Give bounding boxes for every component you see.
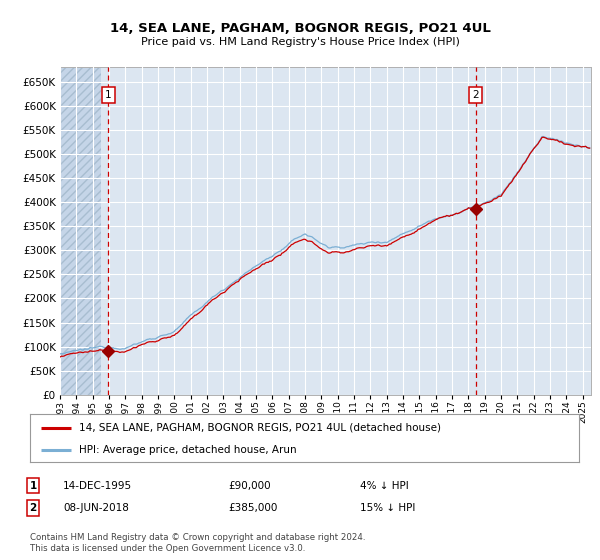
Text: 1: 1 [29, 480, 37, 491]
Text: Contains HM Land Registry data © Crown copyright and database right 2024.
This d: Contains HM Land Registry data © Crown c… [30, 533, 365, 553]
Text: 4% ↓ HPI: 4% ↓ HPI [360, 480, 409, 491]
Text: 2: 2 [29, 503, 37, 513]
Text: Price paid vs. HM Land Registry's House Price Index (HPI): Price paid vs. HM Land Registry's House … [140, 37, 460, 47]
Text: 14, SEA LANE, PAGHAM, BOGNOR REGIS, PO21 4UL (detached house): 14, SEA LANE, PAGHAM, BOGNOR REGIS, PO21… [79, 423, 442, 433]
Text: HPI: Average price, detached house, Arun: HPI: Average price, detached house, Arun [79, 445, 297, 455]
Text: £385,000: £385,000 [228, 503, 277, 513]
Bar [60, 67, 101, 395]
Text: £90,000: £90,000 [228, 480, 271, 491]
Text: 2: 2 [472, 90, 479, 100]
Text: 1: 1 [105, 90, 112, 100]
Text: 14-DEC-1995: 14-DEC-1995 [63, 480, 132, 491]
Text: 15% ↓ HPI: 15% ↓ HPI [360, 503, 415, 513]
Text: 08-JUN-2018: 08-JUN-2018 [63, 503, 129, 513]
Text: 14, SEA LANE, PAGHAM, BOGNOR REGIS, PO21 4UL: 14, SEA LANE, PAGHAM, BOGNOR REGIS, PO21… [110, 22, 490, 35]
